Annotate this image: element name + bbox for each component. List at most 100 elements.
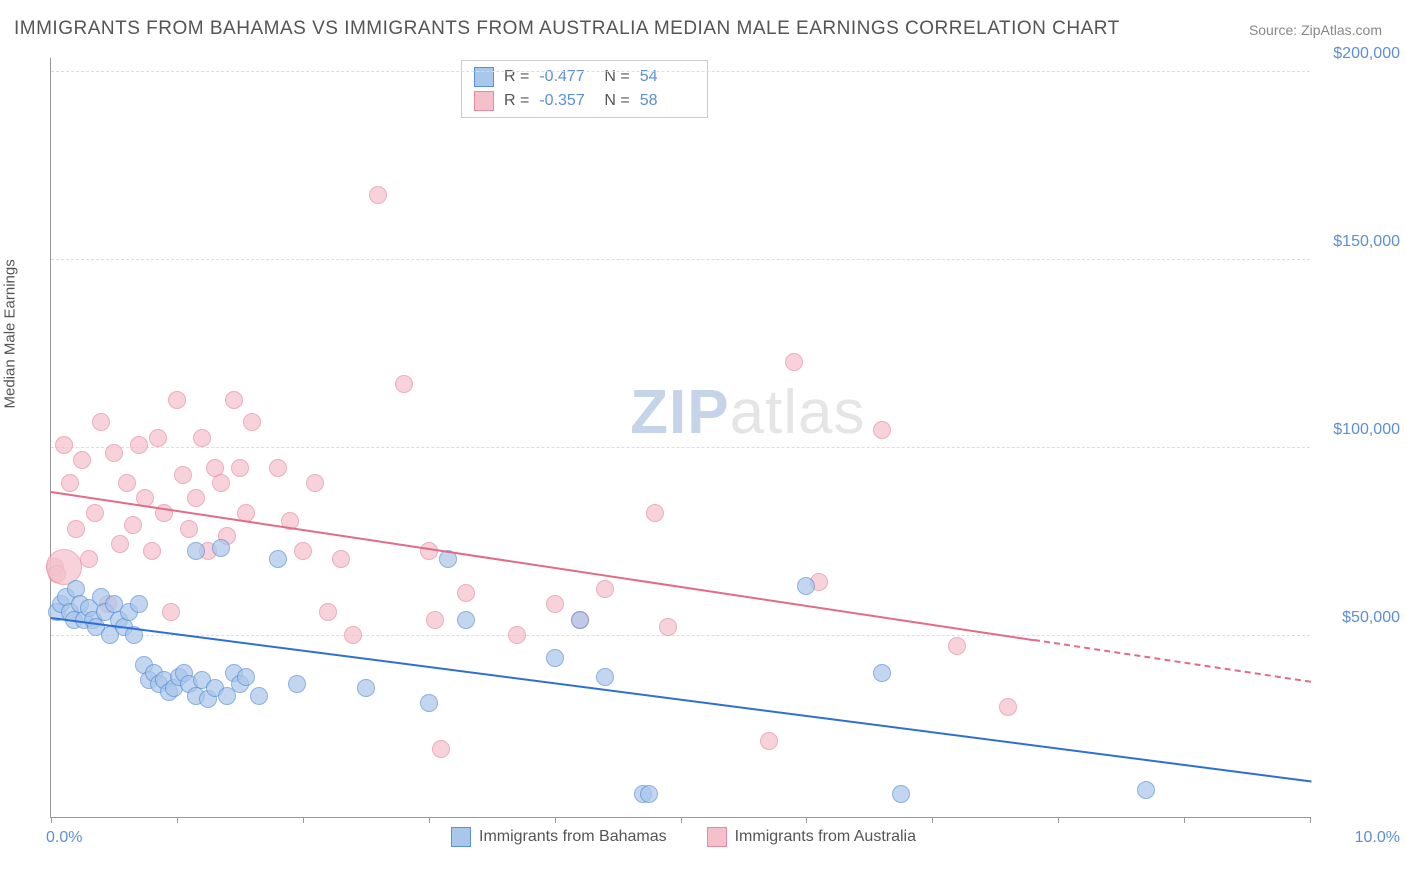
x-tick	[681, 817, 682, 823]
watermark-atlas: atlas	[730, 378, 866, 447]
r-value: -0.357	[539, 92, 594, 110]
x-axis-max-label: 10.0%	[1355, 829, 1400, 847]
stat-label: R =	[504, 92, 529, 110]
data-point	[873, 664, 891, 682]
data-point	[457, 584, 475, 602]
grid-line	[51, 71, 1310, 72]
legend: Immigrants from Bahamas Immigrants from A…	[451, 827, 916, 847]
data-point	[369, 186, 387, 204]
grid-line	[51, 635, 1310, 636]
data-point	[149, 429, 167, 447]
data-point	[873, 421, 891, 439]
data-point	[212, 474, 230, 492]
data-point	[124, 516, 142, 534]
legend-swatch	[474, 91, 494, 111]
data-point	[130, 436, 148, 454]
data-point	[243, 413, 261, 431]
data-point	[288, 675, 306, 693]
data-point	[67, 520, 85, 538]
data-point	[640, 785, 658, 803]
data-point	[118, 474, 136, 492]
x-tick	[1058, 817, 1059, 823]
data-point	[508, 626, 526, 644]
chart-container: IMMIGRANTS FROM BAHAMAS VS IMMIGRANTS FR…	[0, 0, 1406, 892]
data-point	[999, 698, 1017, 716]
data-point	[395, 375, 413, 393]
data-point	[659, 618, 677, 636]
data-point	[892, 785, 910, 803]
stats-row: R = -0.357 N = 58	[474, 89, 695, 113]
data-point	[1137, 781, 1155, 799]
data-point	[646, 504, 664, 522]
data-point	[130, 595, 148, 613]
data-point	[785, 353, 803, 371]
data-point	[187, 542, 205, 560]
data-point	[212, 539, 230, 557]
data-point	[46, 549, 82, 585]
data-point	[92, 413, 110, 431]
x-tick	[1310, 817, 1311, 823]
data-point	[457, 611, 475, 629]
y-tick-label: $50,000	[1342, 609, 1400, 627]
x-tick	[1184, 817, 1185, 823]
data-point	[180, 520, 198, 538]
data-point	[111, 535, 129, 553]
x-tick	[932, 817, 933, 823]
plot-area: ZIPatlas R =-0.477N =54R =-0.357N =58 0.…	[50, 58, 1310, 818]
legend-swatch	[707, 827, 727, 847]
data-point	[55, 436, 73, 454]
source-label: Source:	[1249, 22, 1301, 38]
data-point	[225, 391, 243, 409]
data-point	[420, 694, 438, 712]
data-point	[250, 687, 268, 705]
data-point	[143, 542, 161, 560]
x-tick	[555, 817, 556, 823]
data-point	[357, 679, 375, 697]
data-point	[269, 550, 287, 568]
data-point	[187, 489, 205, 507]
trend-line	[51, 617, 1311, 782]
n-value: 58	[640, 92, 695, 110]
stats-row: R =-0.477N =54	[474, 65, 695, 89]
data-point	[948, 637, 966, 655]
x-axis-min-label: 0.0%	[46, 829, 82, 847]
watermark: ZIPatlas	[630, 377, 865, 448]
x-tick	[177, 817, 178, 823]
y-tick-label: $150,000	[1333, 233, 1400, 251]
correlation-stats-box: R =-0.477N =54 R = -0.357 N = 58	[461, 60, 708, 118]
data-point	[546, 649, 564, 667]
data-point	[319, 603, 337, 621]
data-point	[174, 466, 192, 484]
source-site: ZipAtlas.com	[1301, 22, 1382, 38]
data-point	[73, 451, 91, 469]
x-tick	[51, 817, 52, 823]
data-point	[80, 550, 98, 568]
data-point	[546, 595, 564, 613]
data-point	[571, 611, 589, 629]
data-point	[596, 668, 614, 686]
trend-line	[51, 491, 1034, 641]
data-point	[168, 391, 186, 409]
data-point	[193, 429, 211, 447]
y-tick-label: $200,000	[1333, 45, 1400, 63]
data-point	[105, 444, 123, 462]
watermark-zip: ZIP	[630, 378, 729, 447]
legend-swatch	[451, 827, 471, 847]
legend-item: Immigrants from Australia	[707, 827, 916, 847]
data-point	[61, 474, 79, 492]
source-citation: Source: ZipAtlas.com	[1249, 22, 1382, 38]
data-point	[332, 550, 350, 568]
legend-item: Immigrants from Bahamas	[451, 827, 667, 847]
x-tick	[303, 817, 304, 823]
data-point	[760, 732, 778, 750]
chart-title: IMMIGRANTS FROM BAHAMAS VS IMMIGRANTS FR…	[14, 18, 1120, 40]
data-point	[797, 577, 815, 595]
y-tick-label: $100,000	[1333, 421, 1400, 439]
data-point	[426, 611, 444, 629]
data-point	[269, 459, 287, 477]
legend-label: Immigrants from Australia	[735, 828, 916, 846]
data-point	[432, 740, 450, 758]
trend-line-extrapolated	[1034, 639, 1311, 683]
stat-label: N =	[604, 92, 629, 110]
data-point	[306, 474, 324, 492]
